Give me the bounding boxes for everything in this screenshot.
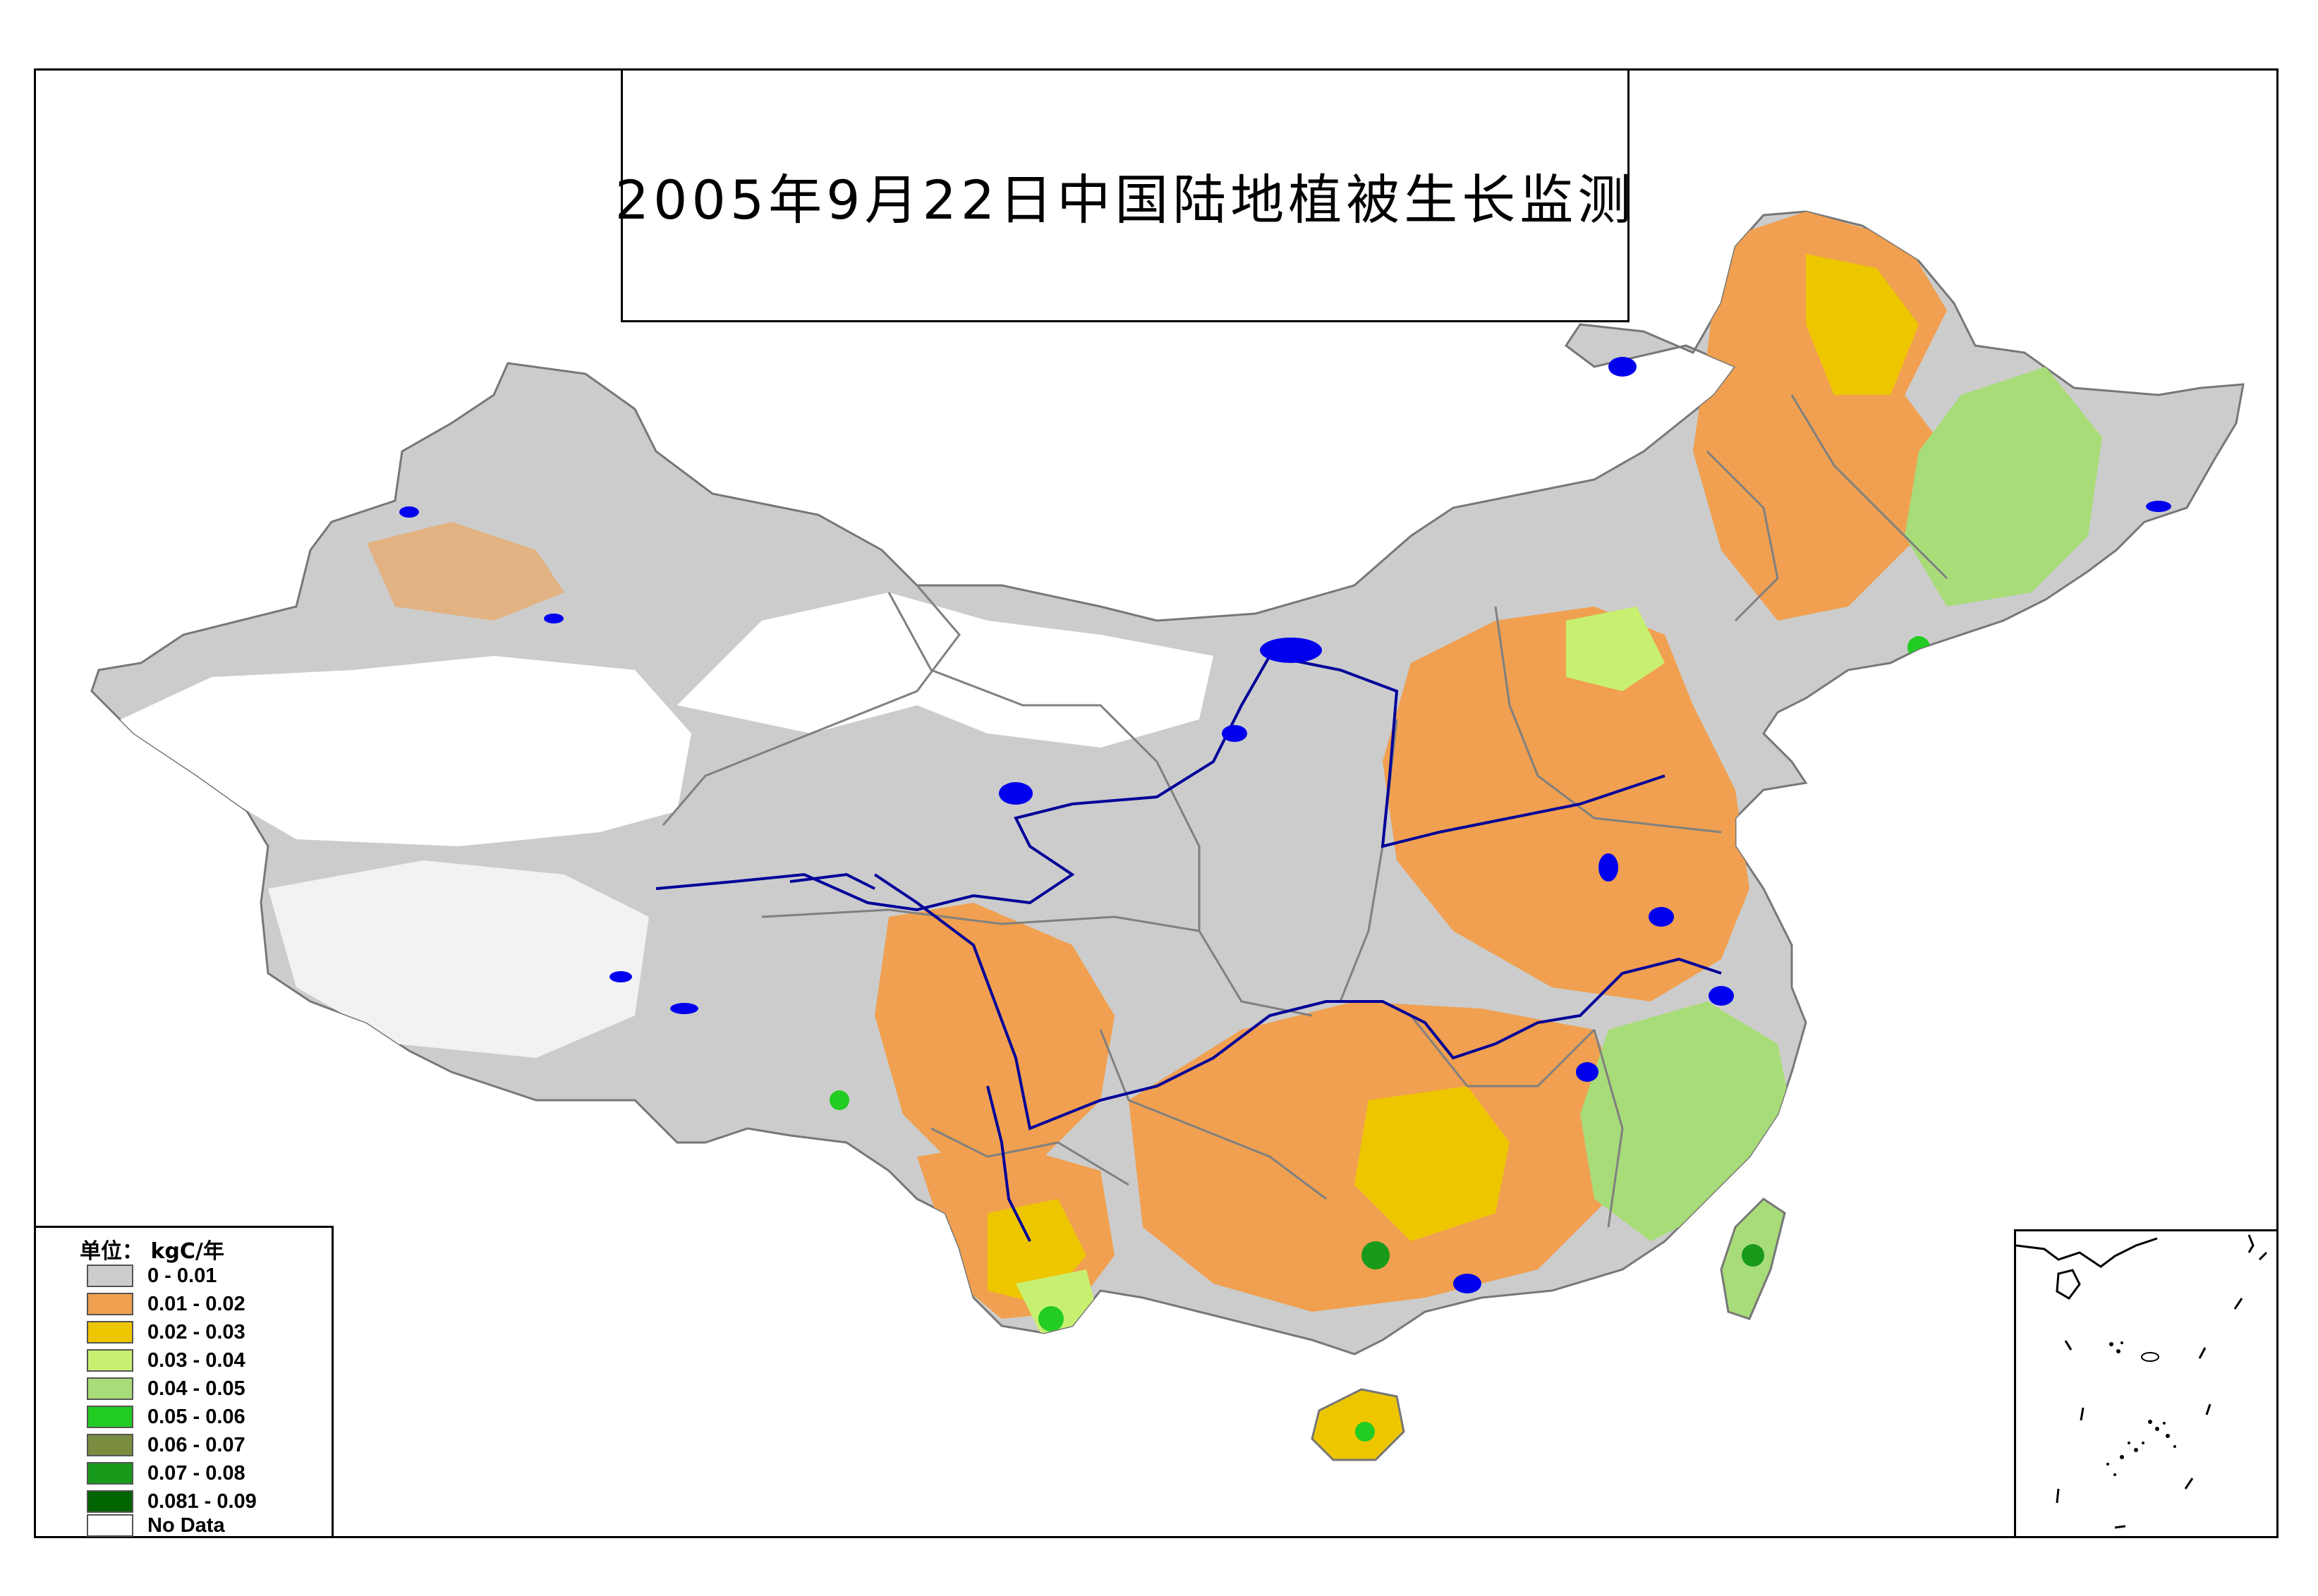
qinghai-lake xyxy=(999,782,1033,805)
vegetation-layer xyxy=(106,212,2102,1340)
lakes xyxy=(399,357,2171,1293)
inset-map xyxy=(2015,1234,2268,1529)
orange-north-plain xyxy=(1383,607,1749,1001)
map-title: 2005年9月22日中国陆地植被生长监测 xyxy=(614,169,1636,231)
wuliangsu-lake xyxy=(1260,638,1322,663)
yangtze-upper xyxy=(789,872,875,890)
hongze-lake xyxy=(1649,907,1674,927)
legend-item: 0.081 - 0.09 xyxy=(87,1489,257,1514)
legend-label: No Data xyxy=(147,1513,225,1537)
green-patch-tibet xyxy=(830,1090,849,1110)
light-green-north-china xyxy=(1566,607,1665,691)
no-data-tibet-speckle xyxy=(268,860,649,1058)
legend-swatch xyxy=(87,1406,133,1428)
legend-label: 0.01 - 0.02 xyxy=(147,1292,245,1315)
legend-swatch xyxy=(87,1265,133,1287)
no-data-gobi xyxy=(677,592,1213,748)
legend: 单位： kgC/年 0 - 0.01 0.01 - 0.02 0.02 - 0.… xyxy=(34,1226,334,1538)
province-boundaries xyxy=(662,394,1948,1228)
legend-item: 0.04 - 0.05 xyxy=(87,1376,245,1401)
xingkai-lake xyxy=(2146,501,2171,512)
no-data-tarim xyxy=(106,656,691,846)
legend-swatch xyxy=(87,1514,133,1537)
poyang-lake xyxy=(1576,1062,1598,1082)
legend-label: 0.02 - 0.03 xyxy=(147,1320,245,1344)
legend-item: 0 - 0.01 xyxy=(87,1263,217,1289)
weishan-lake xyxy=(1598,853,1618,882)
inset-dashed-boundary xyxy=(2056,1251,2268,1529)
hainan-green xyxy=(1355,1422,1375,1442)
inset-taiwan xyxy=(2247,1234,2255,1253)
legend-swatch xyxy=(87,1462,133,1485)
selin-co-lake xyxy=(670,1003,698,1014)
legend-label: 0.03 - 0.04 xyxy=(147,1348,245,1372)
legend-item: 0.03 - 0.04 xyxy=(87,1348,245,1373)
inset-coastline xyxy=(2015,1237,2158,1268)
rivers xyxy=(655,654,1722,1242)
legend-label: 0.07 - 0.08 xyxy=(147,1461,245,1485)
legend-swatch xyxy=(87,1293,133,1315)
orange-xinjiang-north xyxy=(367,522,564,621)
legend-swatch xyxy=(87,1321,133,1344)
green-patch-guangxi xyxy=(1361,1241,1390,1269)
taihu-lake xyxy=(1709,986,1734,1006)
legend-item: 0.06 - 0.07 xyxy=(87,1432,245,1458)
south-china-sea-inset xyxy=(2014,1229,2278,1538)
ulungur-lake xyxy=(399,506,419,518)
legend-item: 0.05 - 0.06 xyxy=(87,1404,245,1430)
light-green-changbai xyxy=(1905,367,2102,607)
southwest-river xyxy=(986,1085,1031,1242)
green-patch-taiwan-adj xyxy=(1907,636,1930,659)
orange-sichuan xyxy=(875,903,1115,1171)
hulun-lake xyxy=(1608,357,1637,377)
legend-label: 0.081 - 0.09 xyxy=(147,1490,257,1513)
yellow-daxinganling xyxy=(1806,254,1919,395)
legend-label: 0.05 - 0.06 xyxy=(147,1405,245,1428)
legend-swatch xyxy=(87,1349,133,1372)
yellow-river xyxy=(655,654,1665,912)
legend-item: 0.01 - 0.02 xyxy=(87,1291,245,1317)
inset-islands xyxy=(2106,1341,2176,1476)
title-box: 2005年9月22日中国陆地植被生长监测 xyxy=(615,68,1631,322)
legend-swatch xyxy=(87,1434,133,1456)
ordos-lake xyxy=(1222,725,1247,742)
nam-co-lake xyxy=(609,971,632,982)
hainan-island xyxy=(1311,1388,1405,1461)
bosten-lake xyxy=(544,614,564,623)
yangtze-river xyxy=(873,873,1722,1131)
legend-title: 单位： kgC/年 xyxy=(80,1239,224,1264)
legend-label: 0 - 0.01 xyxy=(147,1264,217,1287)
inset-reef xyxy=(2141,1352,2159,1362)
legend-label: 0.04 - 0.05 xyxy=(147,1377,245,1400)
legend-item: 0.07 - 0.08 xyxy=(87,1461,245,1486)
inset-hainan xyxy=(2056,1269,2081,1300)
legend-swatch xyxy=(87,1490,133,1513)
legend-item: 0.02 - 0.03 xyxy=(87,1320,245,1345)
yellow-south xyxy=(1354,1086,1510,1241)
taiwan-green xyxy=(1742,1244,1764,1267)
legend-swatch xyxy=(87,1377,133,1400)
dongting-lake xyxy=(1453,1274,1481,1293)
green-patch-yunnan xyxy=(1038,1306,1064,1332)
legend-label: 0.06 - 0.07 xyxy=(147,1433,245,1456)
legend-item: No Data xyxy=(87,1513,225,1538)
